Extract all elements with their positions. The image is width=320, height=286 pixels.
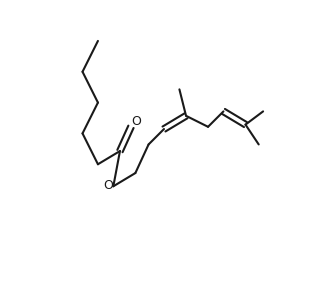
Text: O: O [103, 179, 113, 192]
Text: O: O [132, 115, 141, 128]
